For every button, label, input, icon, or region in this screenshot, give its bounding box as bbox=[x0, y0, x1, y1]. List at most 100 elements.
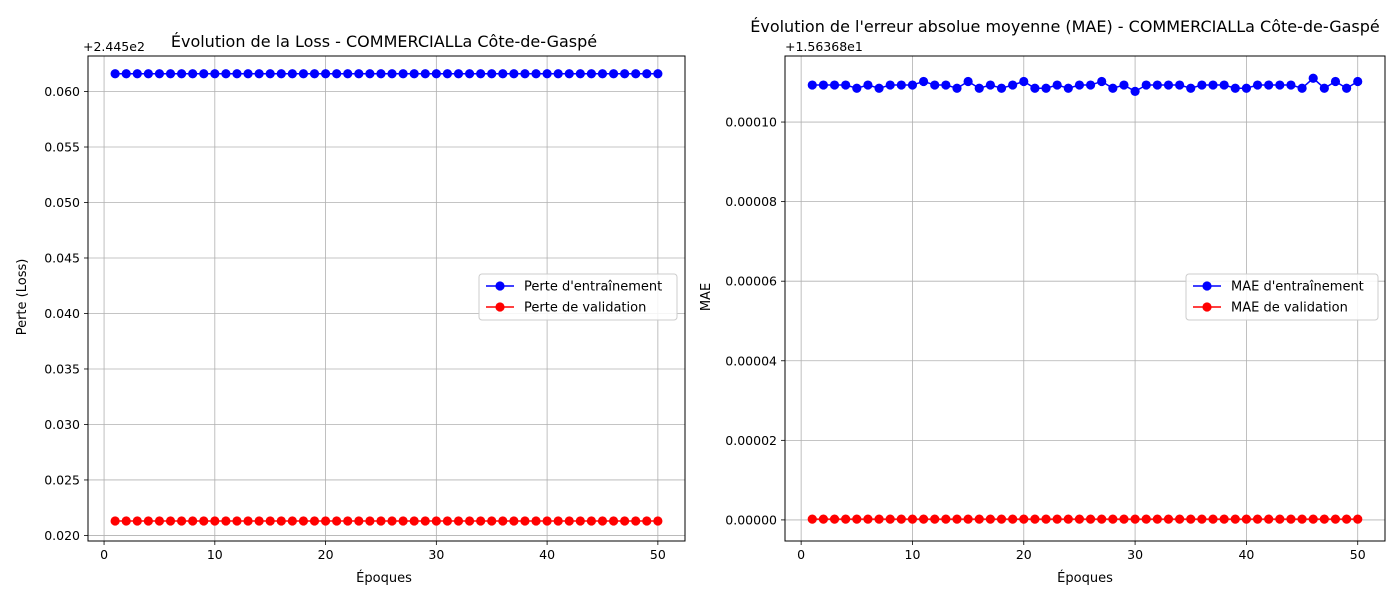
mae-chart-series-train-point bbox=[1319, 83, 1329, 93]
loss-chart-series-validation-point bbox=[343, 516, 353, 526]
loss-chart-series-validation-point bbox=[199, 516, 209, 526]
loss-chart-series-train-point bbox=[243, 69, 253, 79]
loss-chart-series-train-point bbox=[575, 69, 585, 79]
mae-chart-series-train-point bbox=[874, 83, 884, 93]
mae-chart-series-train-point bbox=[1230, 83, 1240, 93]
loss-chart-series-train-point bbox=[132, 69, 142, 79]
loss-chart-series-validation-point bbox=[597, 516, 608, 526]
mae-chart-series-train-point bbox=[1275, 80, 1285, 90]
mae-chart-title: Évolution de l'erreur absolue moyenne (M… bbox=[750, 17, 1380, 36]
mae-chart-series-validation-point bbox=[1230, 514, 1240, 524]
mae-chart-series-validation-point bbox=[1186, 514, 1196, 524]
mae-chart-series-train-point bbox=[1163, 80, 1174, 90]
loss-chart-series-validation-point bbox=[387, 516, 397, 526]
loss-chart-series-train bbox=[110, 69, 663, 79]
loss-chart-series-validation-point bbox=[176, 516, 187, 526]
mae-chart-offset-label: +1.56368e1 bbox=[785, 39, 863, 54]
mae-chart-series-train-point bbox=[885, 80, 895, 90]
mae-chart-series-train-point bbox=[1264, 80, 1274, 90]
mae-chart-series-validation-point bbox=[863, 514, 873, 524]
mae-chart-series-train-point bbox=[1130, 86, 1140, 97]
mae-chart-legend-marker bbox=[1202, 302, 1212, 312]
mae-chart-legend: MAE d'entraînement MAE de validation bbox=[1185, 273, 1379, 321]
mae-chart-series-validation-point bbox=[952, 514, 962, 524]
loss-chart-series-validation-point bbox=[188, 516, 198, 526]
loss-chart-series-train-point bbox=[542, 69, 552, 79]
loss-chart-series-validation-point bbox=[143, 516, 153, 526]
loss-chart-ticks: 0 10 20 30 40 50 0.020 0.025 0.030 0.035 0.040 0.04… bbox=[44, 84, 666, 562]
loss-chart-x-tick-label: 50 bbox=[650, 547, 666, 562]
mae-chart-series-validation-point bbox=[807, 514, 817, 524]
mae-chart-series-validation-point bbox=[1286, 514, 1296, 524]
mae-chart-series-train-point bbox=[952, 83, 962, 93]
mae-chart-series-validation-point bbox=[829, 514, 840, 524]
loss-chart-series-train-point bbox=[176, 69, 187, 79]
mae-chart-y-tick-label: 0.00002 bbox=[725, 433, 777, 448]
mae-chart-series-train-point bbox=[1308, 73, 1318, 83]
mae-chart-series-train-point bbox=[807, 80, 817, 90]
loss-chart-x-tick-label: 0 bbox=[100, 547, 108, 562]
mae-chart-series-train-point bbox=[1297, 83, 1307, 93]
loss-chart-series-train-point bbox=[121, 69, 131, 79]
loss-chart-ylabel: Perte (Loss) bbox=[15, 259, 30, 336]
loss-chart-series-validation-point bbox=[376, 516, 386, 526]
loss-chart-series-validation-point bbox=[531, 516, 541, 526]
mae-chart-series-validation-point bbox=[1052, 514, 1062, 524]
mae-chart-series-train-point bbox=[974, 83, 984, 93]
mae-chart-series-validation-point bbox=[930, 514, 940, 524]
loss-chart-series-train-point bbox=[154, 69, 165, 79]
mae-chart: Évolution de l'erreur absolue moyenne (M… bbox=[699, 17, 1386, 586]
mae-chart-series-train-point bbox=[1197, 80, 1207, 90]
mae-chart-series-train-point bbox=[1241, 83, 1252, 93]
mae-chart-series-train-point bbox=[941, 80, 951, 90]
mae-chart-series-validation-point bbox=[918, 514, 929, 524]
mae-chart-series-validation-point bbox=[1252, 514, 1263, 524]
mae-chart-x-tick-label: 50 bbox=[1350, 547, 1366, 562]
mae-chart-series-validation-point bbox=[996, 514, 1007, 524]
mae-chart-series-validation-point bbox=[963, 514, 973, 524]
loss-chart-series-validation-point bbox=[476, 516, 486, 526]
mae-chart-series-validation-point bbox=[1197, 514, 1207, 524]
mae-chart-series-validation-point bbox=[941, 514, 951, 524]
mae-chart-series-train-point bbox=[963, 76, 973, 87]
loss-chart-y-tick-label: 0.020 bbox=[44, 528, 80, 543]
mae-chart-series-validation-point bbox=[1063, 514, 1073, 524]
loss-chart-series-train-point bbox=[188, 69, 198, 79]
mae-chart-series-train-point bbox=[907, 80, 918, 90]
loss-chart: Évolution de la Loss - COMMERCIALLa Côte… bbox=[15, 32, 686, 586]
loss-chart-series-validation-point bbox=[165, 516, 176, 526]
mae-chart-series-validation-point bbox=[1208, 514, 1218, 524]
loss-chart-series-train-point bbox=[143, 69, 153, 79]
loss-chart-x-tick-label: 30 bbox=[428, 547, 444, 562]
loss-chart-x-tick-label: 20 bbox=[318, 547, 334, 562]
mae-chart-series-train-point bbox=[1286, 80, 1296, 90]
loss-chart-xlabel: Époques bbox=[356, 570, 412, 586]
loss-chart-series-validation-point bbox=[254, 516, 264, 526]
loss-chart-series-train-point bbox=[365, 69, 375, 79]
loss-chart-legend-marker bbox=[495, 302, 505, 312]
loss-chart-y-tick-label: 0.050 bbox=[44, 195, 80, 210]
loss-chart-series-validation-point bbox=[575, 516, 585, 526]
loss-chart-series-train-point bbox=[376, 69, 386, 79]
mae-chart-series-validation-point bbox=[1353, 514, 1363, 524]
mae-chart-series-validation-point bbox=[985, 514, 995, 524]
loss-chart-series-train-point bbox=[487, 69, 497, 79]
loss-chart-series-train-point bbox=[343, 69, 353, 79]
mae-chart-series-train-point bbox=[1063, 83, 1073, 93]
loss-chart-y-tick-label: 0.055 bbox=[44, 140, 80, 155]
mae-chart-series-train-point bbox=[841, 80, 851, 90]
loss-chart-x-tick-label: 10 bbox=[207, 547, 223, 562]
loss-chart-series-train-point bbox=[531, 69, 541, 79]
mae-chart-series-train-point bbox=[1208, 80, 1218, 90]
loss-chart-series-train-point bbox=[498, 69, 508, 79]
loss-chart-y-tick-label: 0.045 bbox=[44, 250, 80, 265]
mae-chart-series-train-point bbox=[930, 80, 940, 90]
mae-chart-series-train-point bbox=[1186, 83, 1196, 93]
loss-chart-series-train-point bbox=[553, 69, 563, 79]
mae-chart-series-validation-point bbox=[1308, 514, 1318, 524]
loss-chart-title: Évolution de la Loss - COMMERCIALLa Côte… bbox=[171, 32, 597, 51]
loss-chart-series-train-point bbox=[620, 69, 630, 79]
mae-chart-series-validation-point bbox=[841, 514, 851, 524]
mae-chart-series-validation-point bbox=[974, 514, 984, 524]
loss-chart-series-train-point bbox=[442, 69, 453, 79]
